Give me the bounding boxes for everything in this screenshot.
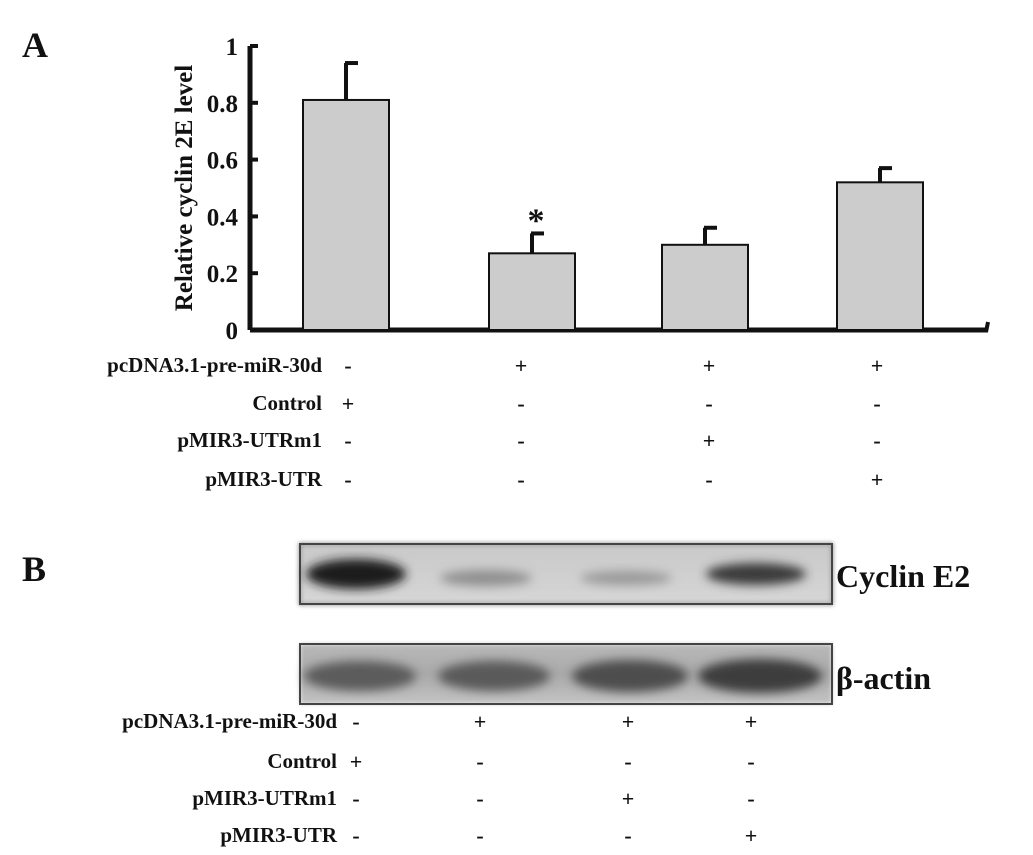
condition-b-sign: +: [621, 786, 635, 811]
condition-b-label-4: pMIR3-UTR: [220, 823, 337, 847]
y-tick-label: 0: [226, 318, 239, 345]
condition-b-sign: -: [624, 823, 632, 848]
condition-a-sign: +: [341, 391, 355, 416]
band-cyclin-e2-lane-1: [306, 559, 406, 589]
condition-a-sign: -: [873, 391, 881, 416]
condition-a-sign: +: [870, 467, 884, 492]
condition-a-sign: +: [702, 428, 716, 453]
y-tick-label: 1: [226, 34, 239, 61]
band-beta-actin-lane-4: [698, 659, 822, 693]
condition-a-sign: -: [344, 467, 352, 492]
bar-1: [302, 98, 390, 331]
y-tick-label: 0.8: [207, 91, 238, 118]
band-beta-actin-lane-2: [438, 661, 550, 691]
bar-2: [488, 252, 576, 332]
condition-b-sign: +: [744, 823, 758, 848]
blot-strip-beta-actin: [299, 643, 833, 705]
condition-a-sign: -: [517, 428, 525, 453]
condition-b-sign: -: [476, 749, 484, 774]
band-beta-actin-lane-3: [572, 660, 688, 692]
chart-bars: *: [302, 61, 924, 332]
condition-a-sign: -: [873, 428, 881, 453]
condition-a-sign: -: [517, 391, 525, 416]
condition-b-sign: +: [621, 709, 635, 734]
blot-strip-cyclin-e2: [299, 543, 833, 605]
bar-3: [661, 243, 749, 331]
condition-a-label-3: pMIR3-UTRm1: [177, 428, 322, 452]
condition-a-sign: +: [514, 353, 528, 378]
band-cyclin-e2-lane-2: [440, 570, 532, 586]
condition-b-sign: +: [473, 709, 487, 734]
condition-a-sign: -: [517, 467, 525, 492]
condition-a-label-2: Control: [252, 391, 322, 415]
condition-b-label-3: pMIR3-UTRm1: [192, 786, 337, 810]
condition-b-sign: -: [352, 709, 360, 734]
blot-label-cyclin-e2: Cyclin E2: [836, 558, 971, 594]
condition-b-sign: -: [352, 823, 360, 848]
condition-a-label-1: pcDNA3.1-pre-miR-30d: [107, 353, 322, 377]
panel-label-b: B: [22, 549, 47, 589]
condition-a-sign: -: [344, 428, 352, 453]
bar-chart: 0 0.2 0.4 0.6 0.8 1 * Relative cyclin 2E leve…: [171, 34, 990, 345]
band-cyclin-e2-lane-3: [580, 571, 672, 585]
blot-label-beta-actin: β-actin: [836, 660, 932, 696]
condition-a-sign: -: [344, 353, 352, 378]
condition-b-sign: -: [747, 749, 755, 774]
condition-b-sign: +: [349, 749, 363, 774]
y-tick-label: 0.2: [207, 261, 238, 288]
condition-a-sign: +: [870, 353, 884, 378]
panel-label-a: A: [22, 25, 48, 65]
significance-marker: *: [528, 202, 545, 239]
condition-b-sign: -: [476, 823, 484, 848]
condition-b-sign: +: [744, 709, 758, 734]
condition-a-sign: -: [705, 391, 713, 416]
condition-a-sign: +: [702, 353, 716, 378]
y-axis-label: Relative cyclin 2E level: [171, 65, 198, 312]
condition-a-label-4: pMIR3-UTR: [205, 467, 322, 491]
condition-b-sign: -: [624, 749, 632, 774]
condition-b-label-1: pcDNA3.1-pre-miR-30d: [122, 709, 337, 733]
band-beta-actin-lane-1: [304, 661, 416, 691]
x-axis-end-tick: [984, 321, 990, 333]
y-tick-label: 0.4: [207, 204, 239, 231]
condition-b-sign: -: [476, 786, 484, 811]
y-tick-label: 0.6: [207, 148, 238, 175]
condition-a-sign: -: [705, 467, 713, 492]
condition-b-label-2: Control: [267, 749, 337, 773]
condition-b-sign: -: [747, 786, 755, 811]
band-cyclin-e2-lane-4: [706, 563, 806, 585]
bar-4: [836, 181, 924, 331]
condition-b-sign: -: [352, 786, 360, 811]
